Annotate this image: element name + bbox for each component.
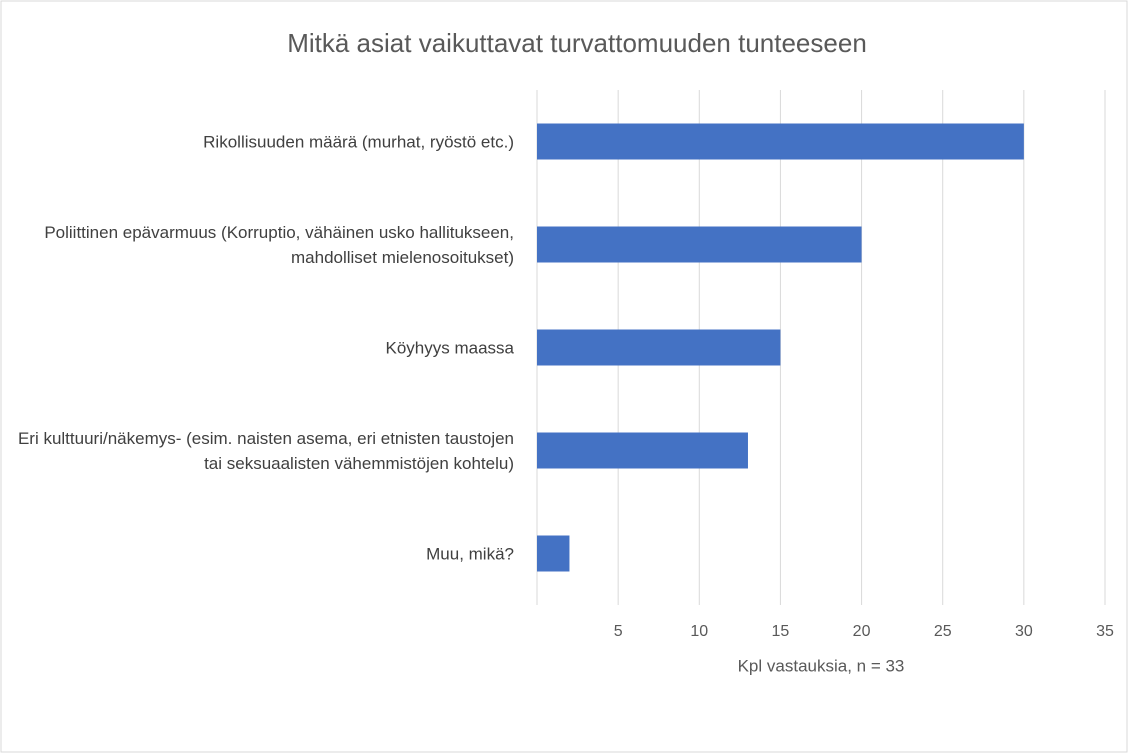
bar <box>537 535 570 572</box>
x-tick-label: 15 <box>772 623 790 640</box>
y-tick-label: Köyhyys maassa <box>385 338 515 357</box>
chart-title: Mitkä asiat vaikuttavat turvattomuuden t… <box>287 28 867 58</box>
x-tick-label: 5 <box>614 623 623 640</box>
x-tick-label: 20 <box>853 623 871 640</box>
x-tick-label: 30 <box>1015 623 1033 640</box>
y-tick-label: Muu, mikä? <box>426 544 514 563</box>
x-tick-label: 10 <box>690 623 708 640</box>
x-tick-label: 25 <box>934 623 952 640</box>
y-tick-label: Poliittinen epävarmuus (Korruptio, vähäi… <box>44 222 514 267</box>
x-tick-label: 35 <box>1096 623 1114 640</box>
x-axis-title: Kpl vastauksia, n = 33 <box>738 656 905 675</box>
bar <box>537 226 862 263</box>
bar <box>537 432 748 469</box>
bar <box>537 123 1024 160</box>
y-tick-label: Rikollisuuden määrä (murhat, ryöstö etc.… <box>203 132 514 151</box>
bar <box>537 329 781 366</box>
y-tick-label: Eri kulttuuri/näkemys- (esim. naisten as… <box>17 428 514 473</box>
